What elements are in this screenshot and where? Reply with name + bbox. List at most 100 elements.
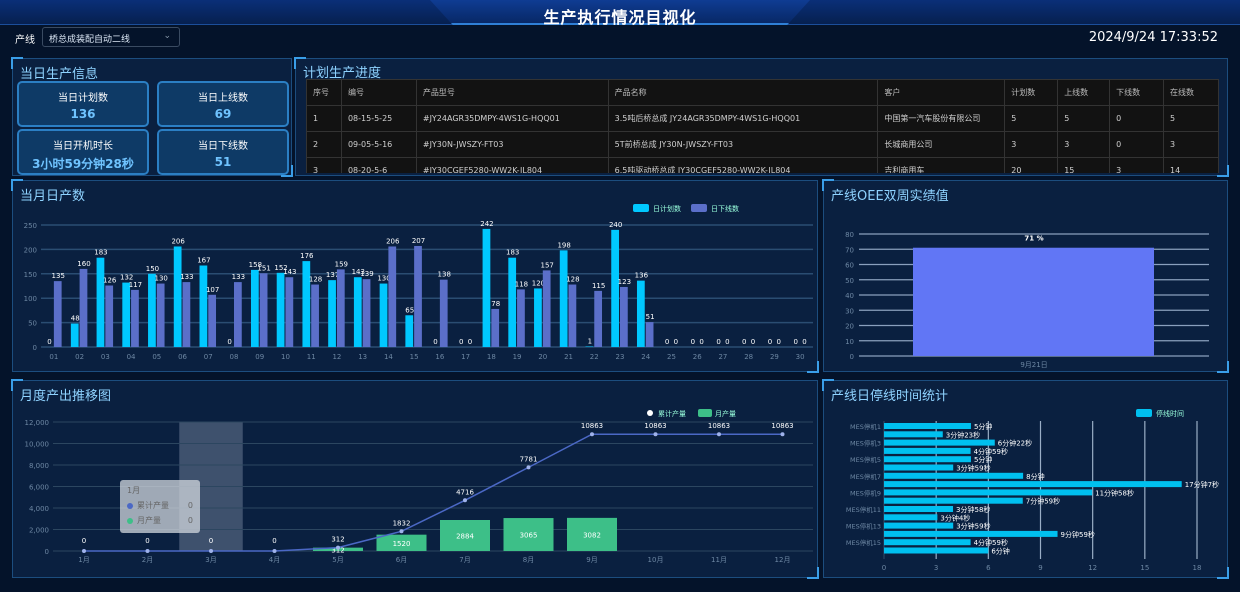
table-cell: 0 xyxy=(1109,131,1165,158)
bar-plan xyxy=(534,288,542,347)
table-cell: 3 xyxy=(1163,131,1219,158)
bar-offline xyxy=(568,284,577,347)
table-cell: 20 xyxy=(1004,157,1059,173)
data-label: 130 xyxy=(154,275,167,283)
line-point xyxy=(590,432,594,437)
data-label: 206 xyxy=(171,237,185,245)
table-scroll[interactable]: 序号 编号 产品型号 产品名称 客户 计划数 上线数 下线数 在线数 1 08-15-5-25 #J… xyxy=(296,59,1227,173)
data-label: 118 xyxy=(515,280,528,288)
data-label: 137 xyxy=(326,271,339,279)
table-row[interactable]: 1 08-15-5-25 #JY24AGR35DMPY-4WS1G-HQQ01 3.5… xyxy=(306,105,1219,132)
bar-offline xyxy=(182,282,191,347)
bar-monthly xyxy=(440,519,490,551)
x-tick-label: 14 xyxy=(384,353,393,361)
x-tick-label: 20 xyxy=(538,353,547,361)
data-label: 167 xyxy=(197,257,210,265)
data-label: 11分钟58秒 xyxy=(1095,488,1134,497)
panel-title: 产线日停线时间统计 xyxy=(831,389,949,404)
table-header: 序号 编号 产品型号 产品名称 客户 计划数 上线数 下线数 在线数 xyxy=(306,79,1219,106)
data-label: 10863 xyxy=(581,422,603,430)
column-header: 下线数 xyxy=(1109,79,1165,106)
x-tick-label: 25 xyxy=(667,353,676,361)
data-label: 3分钟59秒 xyxy=(956,464,990,473)
table-cell: 中国第一汽车股份有限公司 xyxy=(877,105,1006,132)
y-tick-label: 20 xyxy=(845,323,854,331)
x-tick-label: 9 xyxy=(1038,564,1042,572)
bar-offline xyxy=(105,285,114,347)
chevron-down-icon: ⌄ xyxy=(163,31,171,41)
tooltip-title: 1月 xyxy=(127,486,141,495)
data-label: 5分钟 xyxy=(974,422,992,431)
y-tick-label: MES停机1 xyxy=(850,422,881,431)
legend-label: 日计划数 xyxy=(653,204,681,213)
line-point xyxy=(336,545,340,550)
data-label: 7781 xyxy=(520,455,538,463)
x-tick-label: 3 xyxy=(934,564,938,572)
x-tick-label: 04 xyxy=(127,353,136,361)
header-bar: 生产执行情况目视化 xyxy=(0,0,1240,27)
data-label: 107 xyxy=(206,286,219,294)
x-tick-label: 11月 xyxy=(711,556,727,564)
data-label: 152 xyxy=(274,264,287,272)
data-label: 0 xyxy=(742,338,746,346)
x-tick-label: 19 xyxy=(513,353,522,361)
bar-downtime xyxy=(884,514,938,521)
data-label: 48 xyxy=(71,315,80,323)
line-point xyxy=(463,498,467,503)
card-online: 当日上线数 69 xyxy=(157,81,289,127)
data-label: 198 xyxy=(557,241,570,249)
data-label: 128 xyxy=(566,276,579,284)
bar-plan xyxy=(508,257,517,347)
data-label: 2884 xyxy=(456,532,474,540)
bar-plan xyxy=(353,277,362,347)
bar-downtime xyxy=(884,497,1023,504)
downtime-chart: 0 3 6 9 12 15 18 5分钟 MES停机1 3分钟23秒 6分钟22秒 MES停机3 4分钟… xyxy=(846,409,1219,572)
data-label: 65 xyxy=(405,306,414,314)
data-label: 151 xyxy=(257,264,270,272)
y-tick-label: 50 xyxy=(845,277,854,285)
bar-offline xyxy=(362,279,371,347)
line-point xyxy=(82,549,86,553)
x-tick-label: 02 xyxy=(75,353,84,361)
line-select[interactable]: 桥总成装配自动二线 ⌄ xyxy=(42,27,180,47)
table-cell: 14 xyxy=(1163,157,1219,173)
table-cell: 吉利商用车 xyxy=(877,157,1006,173)
x-tick-label: 15 xyxy=(410,353,419,361)
data-label: 183 xyxy=(94,249,107,257)
data-label: 0 xyxy=(794,338,798,346)
data-label: 1520 xyxy=(393,540,411,548)
data-label: 159 xyxy=(335,260,348,268)
column-header: 客户 xyxy=(877,79,1006,106)
bar-plan xyxy=(636,280,645,347)
x-tick-label: 26 xyxy=(693,353,702,361)
bar-monthly xyxy=(503,518,554,551)
data-label: 115 xyxy=(592,282,605,290)
table-cell: 08-20-5-6 xyxy=(340,157,417,173)
data-label: 139 xyxy=(360,270,373,278)
x-tick-label: 06 xyxy=(178,353,187,361)
data-label: 136 xyxy=(635,272,649,280)
y-tick-label: 30 xyxy=(845,307,854,315)
data-label: 242 xyxy=(480,220,493,228)
legend-label: 月产量 xyxy=(715,409,736,418)
card-value: 136 xyxy=(70,107,96,121)
data-label: 0 xyxy=(227,338,231,346)
y-tick-label: 0 xyxy=(45,548,49,556)
table-row[interactable]: 3 08-20-5-6 #JY30CGEF5280-WW2K-JL804 6.5吨驱动… xyxy=(306,157,1219,173)
table-row[interactable]: 2 09-05-5-16 #JY30N-JWSZY-FT03 5T前桥总成 JY30N… xyxy=(306,131,1219,158)
bar-plan xyxy=(379,283,388,347)
data-label: 6分钟 xyxy=(991,547,1009,556)
bar-downtime xyxy=(884,456,971,463)
card-label: 当日开机时长 xyxy=(53,141,113,152)
bar-offline xyxy=(311,284,319,347)
data-label: 5分钟 xyxy=(974,455,992,464)
page-title: 生产执行情况目视化 xyxy=(543,8,697,27)
y-tick-label: MES停机7 xyxy=(850,472,881,481)
data-label: 4分钟59秒 xyxy=(974,538,1008,547)
data-label: 17分钟7秒 xyxy=(1185,480,1219,489)
x-tick-label: 07 xyxy=(204,353,213,361)
x-tick-label: 03 xyxy=(101,353,110,361)
x-tick-label: 24 xyxy=(641,353,650,361)
data-label: 160 xyxy=(77,260,90,268)
bar-monthly xyxy=(567,517,617,551)
